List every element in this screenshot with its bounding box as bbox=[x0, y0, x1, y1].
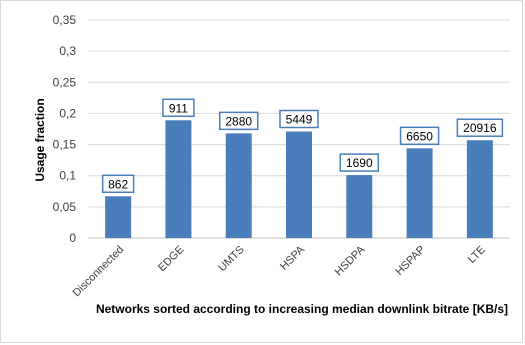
category-label: LTE bbox=[466, 244, 488, 266]
category-label: Disconnected bbox=[71, 244, 127, 300]
y-tick-label: 0,1 bbox=[59, 169, 76, 183]
category-label: EDGE bbox=[156, 244, 187, 275]
data-label: 2880 bbox=[225, 114, 252, 128]
y-tick-label: 0,35 bbox=[53, 13, 77, 27]
data-label-box bbox=[339, 153, 380, 172]
y-tick-label: 0,05 bbox=[53, 200, 77, 214]
bar bbox=[105, 196, 132, 238]
bars bbox=[105, 120, 493, 238]
y-tick-label: 0 bbox=[69, 231, 76, 245]
data-label: 1690 bbox=[346, 156, 373, 170]
bar bbox=[286, 131, 312, 238]
y-tick-label: 0,2 bbox=[59, 106, 76, 120]
y-tick-labels: 0 0,05 0,1 0,15 0,2 0,25 0,3 0,35 bbox=[53, 13, 77, 245]
y-tick-label: 0,3 bbox=[59, 44, 76, 58]
bar bbox=[225, 133, 252, 238]
category-label: HSPAP bbox=[393, 244, 427, 278]
data-label-box bbox=[399, 126, 440, 146]
data-label: 911 bbox=[169, 101, 188, 115]
data-label: 862 bbox=[108, 177, 128, 191]
data-label-box bbox=[162, 98, 195, 118]
data-labels: 862 911 2880 5449 1690 6650 20916 bbox=[101, 98, 504, 194]
gridlines bbox=[88, 19, 510, 239]
y-axis-label: Usage fraction bbox=[33, 98, 47, 181]
data-label-box bbox=[279, 109, 319, 129]
bar bbox=[165, 120, 192, 238]
bar bbox=[346, 175, 373, 238]
y-tick-label: 0,25 bbox=[53, 75, 77, 89]
x-axis-label: Networks sorted according to increasing … bbox=[96, 302, 508, 316]
category-label: HSDPA bbox=[333, 243, 368, 278]
data-label: 5449 bbox=[286, 112, 313, 126]
data-label-box bbox=[456, 118, 504, 137]
category-label: UMTS bbox=[216, 244, 247, 275]
bar bbox=[406, 148, 433, 238]
category-labels: Disconnected EDGE UMTS HSPA HSDPA HSPAP LTE bbox=[71, 243, 488, 299]
category-label: HSPA bbox=[278, 243, 308, 273]
data-label: 20916 bbox=[463, 121, 497, 135]
y-tick-label: 0,15 bbox=[53, 138, 77, 152]
bar bbox=[466, 140, 493, 238]
data-label-box bbox=[101, 174, 135, 194]
data-label-box bbox=[218, 111, 259, 131]
data-label: 6650 bbox=[406, 129, 433, 143]
